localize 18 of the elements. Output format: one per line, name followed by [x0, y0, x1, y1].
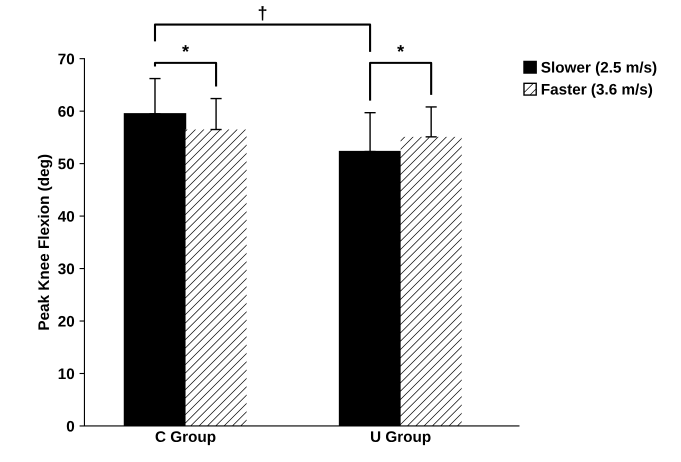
legend-label: Faster (3.6 m/s): [542, 83, 652, 98]
text: †: [258, 6, 266, 20]
y-tick-label: 10: [58, 368, 74, 380]
bar: [186, 130, 247, 426]
legend-label: Slower (2.5 m/s): [541, 61, 656, 76]
x-tick-label: U Group: [370, 431, 431, 446]
x-tick-label: C Group: [156, 431, 216, 446]
y-tick-label: 0: [66, 420, 74, 432]
y-tick-label: 30: [58, 263, 74, 274]
text: *: [182, 45, 190, 52]
text: *: [397, 45, 404, 52]
y-tick-label: 50: [58, 158, 74, 170]
y-tick-label: 40: [58, 210, 74, 222]
y-axis-title: Peak Knee Flexion (deg): [38, 154, 52, 330]
y-tick-label: 60: [58, 106, 74, 117]
bar: [400, 136, 462, 426]
y-tick-label: 70: [58, 54, 74, 64]
y-tick-label: 20: [58, 316, 74, 327]
